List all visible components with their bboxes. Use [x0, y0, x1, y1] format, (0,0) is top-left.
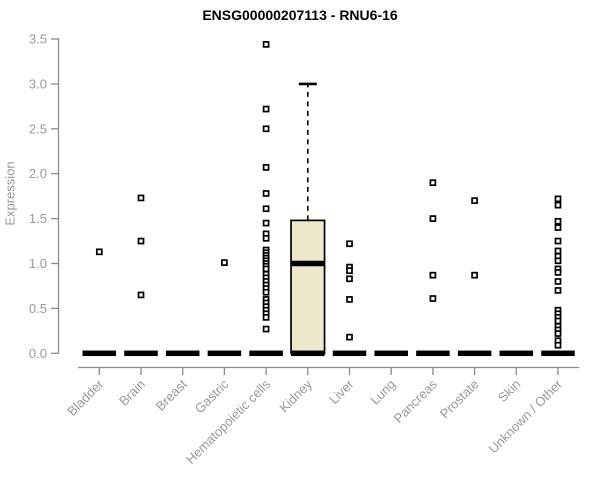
outlier-point: [429, 179, 437, 187]
outlier-point: [262, 235, 270, 242]
x-tick-label: Skin: [495, 377, 523, 405]
outlier-point: [262, 314, 270, 321]
outlier-point: [221, 259, 228, 266]
outlier-point: [346, 333, 353, 341]
outlier-point: [346, 296, 353, 303]
y-tick-label: 2.5: [29, 121, 47, 136]
outlier-point: [554, 278, 562, 285]
outlier-point: [554, 269, 562, 276]
outlier-point: [262, 190, 270, 197]
x-tick-label: Unknown / Other: [486, 376, 566, 456]
outlier-point: [262, 164, 270, 171]
outlier-point: [429, 215, 437, 222]
x-tick-label: Lung: [367, 377, 398, 408]
zero-bar: [499, 350, 534, 357]
x-tick-label: Pancreas: [391, 376, 441, 426]
x-tick-label: Breast: [153, 376, 190, 413]
outlier-point: [554, 247, 562, 255]
y-tick-label: 2.0: [29, 166, 47, 181]
outlier-point: [554, 237, 562, 245]
zero-bar: [457, 350, 492, 357]
box-min-bar: [291, 350, 325, 357]
chart-title: ENSG00000207113 - RNU6-16: [202, 7, 398, 23]
x-tick-label: Prostate: [437, 377, 482, 422]
zero-bar: [124, 350, 158, 357]
zero-bar: [374, 350, 408, 357]
y-tick-label: 1.0: [29, 256, 47, 271]
outlier-point: [262, 105, 270, 113]
outlier-point: [95, 248, 103, 256]
outlier-point: [346, 275, 353, 283]
zero-bar: [165, 350, 200, 357]
outlier-point: [471, 271, 478, 279]
zero-bar: [416, 350, 450, 357]
outlier-point: [346, 240, 353, 248]
zero-bar: [332, 350, 367, 357]
outlier-point: [554, 341, 562, 349]
outlier-point: [554, 224, 562, 231]
outlier-point: [429, 271, 437, 279]
zero-bar: [207, 350, 242, 357]
outlier-point: [262, 219, 270, 227]
zero-bar: [82, 350, 117, 357]
outlier-point: [262, 288, 270, 296]
outlier-point: [554, 195, 562, 203]
outlier-point: [137, 194, 145, 202]
outlier-point: [471, 197, 478, 204]
outlier-point: [262, 125, 270, 133]
x-tick-label: Bladder: [64, 376, 107, 419]
y-tick-label: 3.0: [29, 76, 47, 91]
outlier-point: [554, 201, 562, 209]
x-tick-label: Kidney: [276, 376, 315, 415]
y-tick-label: 3.5: [29, 32, 47, 47]
x-tick-label: Brain: [116, 377, 148, 409]
x-tick-label: Gastric: [192, 376, 232, 416]
outlier-point: [137, 237, 145, 245]
zero-bar: [249, 350, 283, 357]
outlier-point: [554, 287, 562, 294]
outlier-point: [346, 267, 353, 275]
outlier-point: [262, 41, 270, 48]
y-tick-label: 0.0: [29, 346, 47, 361]
outlier-point: [554, 330, 562, 337]
outlier-point: [554, 317, 562, 325]
y-tick-label: 1.5: [29, 211, 47, 226]
zero-bar: [541, 350, 575, 357]
outlier-point: [554, 217, 562, 225]
outlier-point: [429, 295, 437, 302]
outlier-point: [262, 205, 270, 213]
y-tick-label: 0.5: [29, 301, 47, 316]
outlier-point: [262, 265, 270, 273]
outlier-point: [137, 291, 145, 299]
box-median: [291, 260, 325, 267]
box-body: [290, 219, 326, 355]
outlier-point: [262, 325, 270, 333]
outlier-point: [554, 257, 562, 265]
x-tick-label: Liver: [326, 376, 357, 407]
